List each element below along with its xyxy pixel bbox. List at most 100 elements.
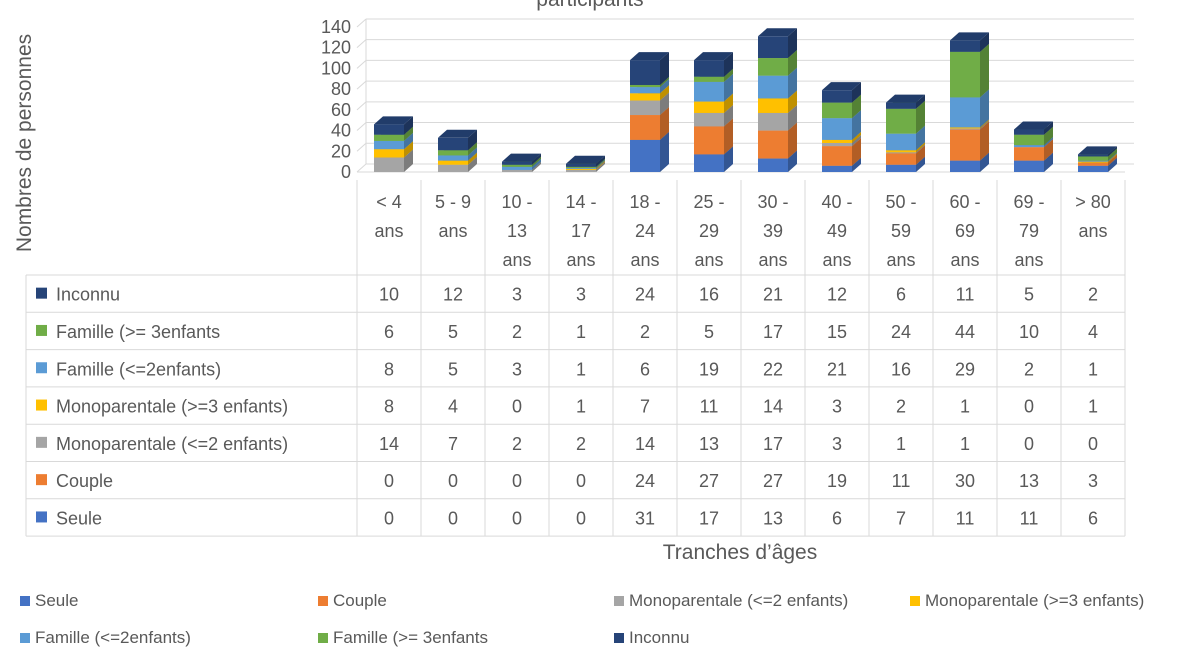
bar-front xyxy=(374,140,404,150)
bar-front xyxy=(758,112,788,131)
bar-front xyxy=(630,87,660,94)
table-legend-swatch xyxy=(36,399,47,411)
table-cell-value: 29 xyxy=(955,359,975,379)
table-cell-value: 2 xyxy=(576,434,586,454)
bar-side xyxy=(468,156,477,172)
bar-front xyxy=(502,166,532,170)
table-cell-value: 3 xyxy=(512,359,522,379)
bar-front xyxy=(694,154,724,172)
table-cell-value: 2 xyxy=(896,397,906,417)
legend-swatch xyxy=(318,596,328,606)
table-series-label: Famille (<=2enfants) xyxy=(56,359,221,379)
bar-front xyxy=(438,164,468,172)
bar-front xyxy=(758,75,788,99)
bar-segment-famille-2enfants- xyxy=(758,67,797,99)
bar-front xyxy=(1014,160,1044,172)
bar-side xyxy=(660,79,669,94)
table-cell-value: 21 xyxy=(827,359,847,379)
bar-side xyxy=(1108,154,1117,166)
bar-side xyxy=(724,146,733,172)
table-series-label: Couple xyxy=(56,471,113,491)
bar-side xyxy=(660,85,669,101)
y-tick-label: 40 xyxy=(331,121,351,141)
x-category-label: 49 xyxy=(827,221,847,241)
table-cell-value: 4 xyxy=(448,397,458,417)
bar-side xyxy=(852,131,861,143)
bar-front xyxy=(950,128,980,130)
bar-top xyxy=(630,52,669,61)
y-tick-label: 140 xyxy=(321,17,351,37)
bar-front xyxy=(1014,129,1044,135)
legend-swatch xyxy=(614,596,624,606)
x-category-label: ans xyxy=(630,250,659,270)
table-cell-value: 5 xyxy=(448,359,458,379)
legend-label: Monoparentale (<=2 enfants) xyxy=(629,591,849,610)
legend-item: Couple xyxy=(318,591,387,611)
table-cell-value: 0 xyxy=(1024,434,1034,454)
table-cell-value: 6 xyxy=(896,285,906,305)
bar-side xyxy=(980,43,989,98)
x-category-label: 69 - xyxy=(1013,192,1044,212)
y-tick-label: 100 xyxy=(321,58,351,78)
table-cell-value: 13 xyxy=(1019,471,1039,491)
table-series-label: Inconnu xyxy=(56,285,120,305)
table-cell-value: 27 xyxy=(699,471,719,491)
bar-front xyxy=(822,146,852,166)
table-legend-swatch xyxy=(36,362,47,374)
bar-side xyxy=(788,90,797,113)
bar-side xyxy=(532,153,541,165)
bar-front xyxy=(886,150,916,153)
table-cell-value: 4 xyxy=(1088,322,1098,342)
table-cell-value: 31 xyxy=(635,508,655,528)
x-category-label: 50 - xyxy=(885,192,916,212)
bar-side xyxy=(596,159,605,169)
bar-top xyxy=(1078,146,1117,155)
bar-front xyxy=(822,139,852,143)
gridline-depth xyxy=(356,80,367,90)
bar-front xyxy=(630,139,660,172)
table-cell-value: 3 xyxy=(576,285,586,305)
bar-side xyxy=(532,158,541,170)
x-category-label: ans xyxy=(822,250,851,270)
bar-front xyxy=(566,166,596,168)
table-cell-value: 2 xyxy=(1024,359,1034,379)
bar-front xyxy=(502,161,532,165)
table-cell-value: 14 xyxy=(763,397,783,417)
x-category-label: ans xyxy=(1014,250,1043,270)
legend-swatch xyxy=(318,633,328,643)
bar-side xyxy=(788,50,797,76)
bar-side xyxy=(404,149,413,172)
bar-front xyxy=(694,126,724,155)
table-cell-value: 11 xyxy=(956,285,975,305)
bar-front xyxy=(438,137,468,151)
bar-segment-inconnu xyxy=(502,153,541,165)
bar-front xyxy=(886,153,916,165)
x-category-label: ans xyxy=(758,250,787,270)
bar-side xyxy=(1044,126,1053,146)
legend-label: Monoparentale (>=3 enfants) xyxy=(925,591,1145,610)
x-category-label: 69 xyxy=(955,221,975,241)
legend-item: Inconnu xyxy=(614,628,690,648)
gridline-depth xyxy=(356,163,367,173)
legend-item: Monoparentale (<=2 enfants) xyxy=(614,591,848,611)
bar-front xyxy=(566,169,596,172)
bar-front xyxy=(950,127,980,129)
table-series-label: Monoparentale (<=2 enfants) xyxy=(56,434,288,454)
table-series-label: Seule xyxy=(56,508,102,528)
x-category-label: ans xyxy=(886,250,915,270)
bar-side xyxy=(852,157,861,172)
table-cell-value: 27 xyxy=(763,471,783,491)
bar-side xyxy=(852,94,861,119)
y-tick-label: 20 xyxy=(331,141,351,161)
bar-front xyxy=(566,167,596,169)
x-category-label: 40 - xyxy=(821,192,852,212)
legend-item: Monoparentale (>=3 enfants) xyxy=(910,591,1144,611)
bar-side xyxy=(532,156,541,167)
table-cell-value: 12 xyxy=(443,285,463,305)
x-category-label: 5 - 9 xyxy=(435,192,471,212)
table-cell-value: 14 xyxy=(379,434,399,454)
bar-front xyxy=(630,60,660,85)
bar-top xyxy=(822,82,861,91)
table-cell-value: 21 xyxy=(763,285,783,305)
bar-side xyxy=(980,32,989,52)
